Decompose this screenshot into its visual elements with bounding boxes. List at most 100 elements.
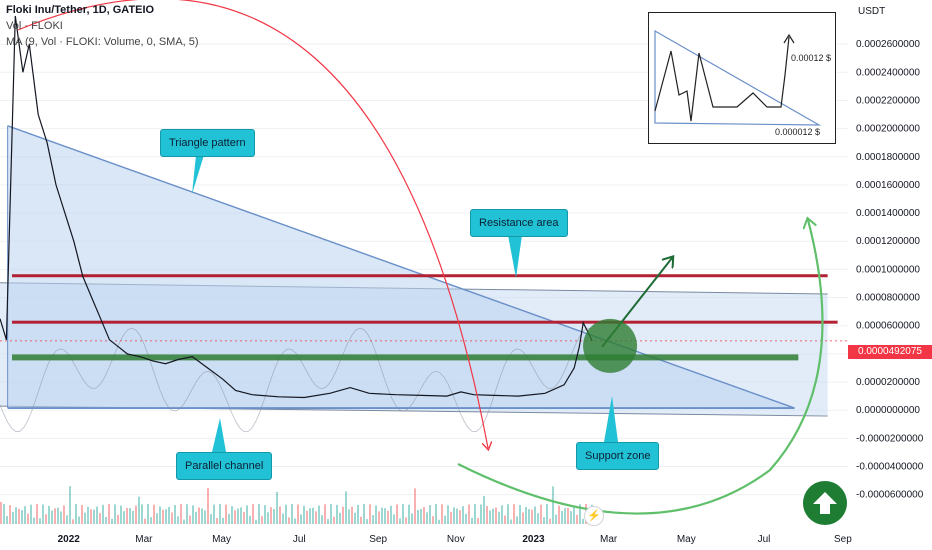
time-tick-label: 2023 <box>522 534 545 545</box>
volume-bar-160 <box>480 504 482 524</box>
volume-bar-120 <box>360 516 362 524</box>
volume-bar-114 <box>342 506 344 524</box>
inset-label-bottom: 0.000012 $ <box>775 127 820 137</box>
volume-bar-177 <box>531 509 533 524</box>
volume-bar-56 <box>168 506 170 524</box>
up-arrow-button[interactable] <box>803 481 847 525</box>
volume-bar-54 <box>162 509 164 524</box>
volume-bar-185 <box>555 514 557 524</box>
resistance-area-callout: Resistance area <box>470 209 568 237</box>
volume-bar-70 <box>210 514 212 524</box>
volume-bar-147 <box>441 504 443 524</box>
volume-bar-46 <box>138 496 140 524</box>
time-tick-label: May <box>677 534 696 545</box>
resistance-line-2 <box>12 320 838 324</box>
volume-bar-188 <box>564 508 566 524</box>
volume-bar-37 <box>111 518 113 524</box>
volume-bar-20 <box>60 511 62 524</box>
volume-bar-181 <box>543 517 545 524</box>
volume-bar-29 <box>87 506 89 524</box>
last-price-tag: 0.0000492075 <box>848 345 932 359</box>
volume-bar-101 <box>303 505 305 524</box>
volume-bar-164 <box>492 508 494 524</box>
time-axis: 2022 Mar May Jul Sep Nov 2023 Mar May Jul Sep <box>58 534 853 545</box>
time-tick-label: Jul <box>758 534 771 545</box>
volume-bar-2 <box>6 515 8 524</box>
ma-path <box>0 327 593 433</box>
volume-bar-30 <box>90 509 92 524</box>
volume-bar-14 <box>42 504 44 524</box>
volume-bar-149 <box>447 505 449 524</box>
price-tick-label: -0.0000200000 <box>856 433 924 444</box>
volume-bar-186 <box>558 505 560 524</box>
price-tick-label: -0.0000400000 <box>856 461 924 472</box>
volume-bar-167 <box>501 505 503 524</box>
inset-triangle <box>654 29 822 126</box>
volume-bar-173 <box>519 505 521 524</box>
volume-bar-9 <box>27 513 29 524</box>
price-tick-label: 0.0000600000 <box>856 321 920 332</box>
volume-bar-194 <box>582 518 584 524</box>
volume-bar-58 <box>174 505 176 524</box>
volume-bar-129 <box>387 510 389 524</box>
time-tick-label: Sep <box>834 534 852 545</box>
volume-bar-150 <box>450 511 452 524</box>
volume-bar-52 <box>156 513 158 524</box>
volume-bar-81 <box>243 511 245 524</box>
volume-bar-174 <box>522 512 524 524</box>
volume-bar-4 <box>12 512 14 524</box>
volume-bar-176 <box>528 509 530 524</box>
volume-bar-121 <box>363 504 365 524</box>
lightning-icon[interactable]: ⚡ <box>584 506 604 526</box>
volume-bar-8 <box>24 506 26 524</box>
volume-bar-123 <box>369 504 371 524</box>
volume-bar-5 <box>15 507 17 524</box>
volume-bar-25 <box>75 504 77 524</box>
volume-bar-15 <box>45 514 47 524</box>
volume-bar-73 <box>219 504 221 524</box>
price-tick-label: 0.0002000000 <box>856 124 920 135</box>
time-tick-label: May <box>212 534 231 545</box>
inset-arrow-head <box>783 33 795 44</box>
volume-bar-43 <box>129 508 131 524</box>
volume-bar-90 <box>270 507 272 524</box>
volume-bar-159 <box>477 518 479 524</box>
price-line <box>0 15 593 399</box>
volume-bar-44 <box>132 510 134 524</box>
volume-bar-113 <box>339 512 341 524</box>
volume-bar-125 <box>375 505 377 524</box>
volume-bar-89 <box>267 512 269 524</box>
volume-bar-49 <box>147 504 149 524</box>
volume-bar-157 <box>471 517 473 524</box>
volume-bar-136 <box>408 504 410 524</box>
volume-bar-97 <box>291 504 293 524</box>
volume-bar-99 <box>297 504 299 524</box>
volume-bar-27 <box>81 504 83 524</box>
volume-bar-137 <box>411 513 413 524</box>
volume-bar-91 <box>273 508 275 524</box>
volume-bar-131 <box>393 514 395 524</box>
volume-legend: Vol · FLOKI <box>6 20 63 32</box>
volume-bar-106 <box>318 505 320 524</box>
volume-bar-112 <box>336 504 338 524</box>
volume-bar-134 <box>402 504 404 524</box>
time-tick-label: Nov <box>447 534 465 545</box>
volume-bar-111 <box>333 516 335 524</box>
volume-bar-119 <box>357 504 359 524</box>
time-tick-label: Jul <box>293 534 306 545</box>
volume-bar-107 <box>321 515 323 524</box>
volume-bar-17 <box>51 510 53 524</box>
volume-bar-33 <box>99 513 101 524</box>
inset-price-path <box>654 36 790 122</box>
support-circle <box>583 318 638 373</box>
volume-bar-95 <box>285 504 287 524</box>
volume-bar-76 <box>228 513 230 524</box>
volume-bar-66 <box>198 507 200 524</box>
volume-bar-67 <box>201 508 203 524</box>
volume-bar-78 <box>234 510 236 524</box>
volume-bar-143 <box>429 505 431 524</box>
volume-bar-103 <box>309 508 311 524</box>
triangle-callout-pointer <box>192 155 204 194</box>
price-tick-label: 0.0002400000 <box>856 67 920 78</box>
